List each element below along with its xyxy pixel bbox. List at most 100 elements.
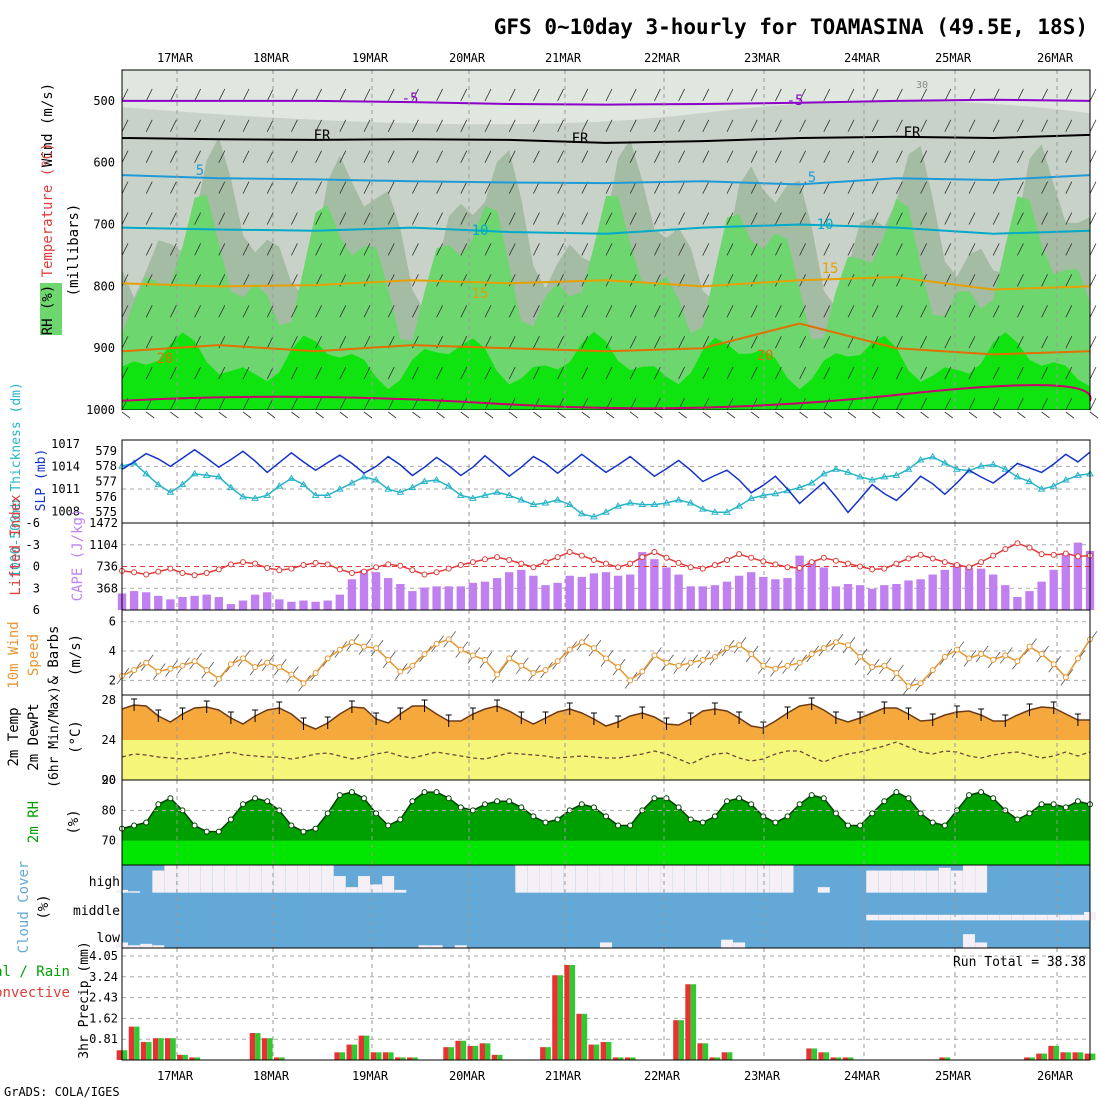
- thickness-line-point: [1037, 485, 1046, 492]
- wind-barb: [775, 274, 782, 287]
- precip-total-bar: [273, 1057, 280, 1060]
- rh2m-tick: 80: [102, 803, 116, 817]
- temp-tick: 20: [102, 773, 116, 787]
- wind-barb: [291, 88, 298, 102]
- wind-barb: [557, 212, 564, 225]
- wind-barb: [557, 397, 564, 411]
- surface-barb: [412, 411, 421, 419]
- cape-bar: [408, 591, 417, 610]
- thickness-line-point: [311, 491, 320, 498]
- contour-label: 10: [817, 217, 834, 233]
- wind-barb: [823, 119, 831, 132]
- li-tick: 3: [33, 581, 40, 595]
- thickness-line-point: [844, 468, 852, 475]
- rh2m-line-point: [748, 801, 755, 808]
- wind-barb: [896, 212, 903, 225]
- thickness-line-point: [614, 502, 622, 509]
- cloud-cell: [454, 945, 467, 948]
- li-line-point: [687, 564, 694, 571]
- wind-barb: [605, 88, 613, 102]
- li-line-point: [530, 564, 537, 571]
- wind-barb: [484, 181, 492, 194]
- cape-bar: [420, 587, 429, 610]
- wind-barb: [170, 150, 177, 163]
- wind-barb: [1041, 366, 1048, 380]
- wind-barb: [266, 212, 274, 225]
- label-pressure: (millibars): [66, 204, 82, 297]
- rh2m-line-point: [264, 798, 271, 805]
- slp-tick: 1017: [51, 437, 80, 451]
- thickness-line-point: [505, 491, 514, 498]
- wind-speed-line-point: [554, 658, 561, 665]
- wind-barb: [484, 336, 492, 349]
- cape-bar: [1073, 542, 1083, 610]
- precip-total-bar: [189, 1057, 195, 1060]
- contour-label: -5: [402, 91, 419, 107]
- wind-barb: [218, 305, 226, 318]
- wind-barb: [1017, 88, 1024, 102]
- precip-rain-bar: [823, 1052, 830, 1060]
- thickness-line-point: [541, 499, 550, 506]
- label-thickness: 1000-500mb Thickness (dm): [9, 382, 24, 578]
- wind-barb: [775, 336, 782, 349]
- top-date-label: 25MAR: [935, 51, 972, 65]
- cloud-cell: [975, 865, 988, 893]
- wind-barb: [847, 336, 855, 349]
- rh2m-line-point: [494, 798, 501, 805]
- bottom-date-label: 20MAR: [449, 1069, 486, 1083]
- wind-tick: 4: [109, 644, 116, 658]
- thickness-line-point: [517, 495, 526, 503]
- contour-label: -5: [787, 93, 804, 109]
- surface-barb: [363, 411, 373, 419]
- wind-barb: [799, 366, 806, 380]
- wind-speed-line-point: [348, 639, 355, 646]
- label-convective: Convective: [0, 985, 70, 1001]
- wind-barb: [847, 305, 855, 318]
- wind-barb: [799, 305, 806, 318]
- wind-speed-line-point: [772, 665, 779, 672]
- wind-barb: [726, 243, 734, 256]
- wind-barb: [968, 243, 976, 256]
- wind-barb: [847, 212, 855, 225]
- wind-barb: [871, 243, 879, 256]
- wind-barb: [291, 181, 298, 194]
- wind-barb: [1017, 397, 1024, 411]
- wind-barb: [460, 366, 468, 380]
- cloud-tick: high: [89, 875, 120, 890]
- cape-bar: [565, 575, 574, 610]
- cape-bar: [964, 567, 974, 610]
- wind-barb: [242, 397, 250, 411]
- rh2m-line-point: [131, 822, 138, 829]
- rh2m-line-point: [1026, 810, 1033, 817]
- cape-bar: [940, 569, 949, 610]
- wind-barb: [557, 119, 564, 132]
- cloud-cell: [890, 870, 903, 893]
- wind-speed-line-point: [288, 671, 295, 678]
- wind-speed-line-point: [966, 655, 972, 662]
- wind-barb: [581, 243, 589, 256]
- li-line-point: [131, 569, 138, 576]
- wind-speed-line-point: [663, 659, 670, 666]
- wind-speed-line-point: [736, 642, 743, 649]
- wind-barb: [581, 119, 589, 132]
- wind-barb: [750, 243, 758, 256]
- precip-rain-bar: [412, 1057, 418, 1060]
- wind-barb: [702, 88, 710, 102]
- label-minmax: (6hr Min/Max): [47, 686, 62, 788]
- wind-barb: [726, 305, 734, 318]
- cloud-cell: [575, 865, 588, 893]
- wind-barb: [339, 305, 347, 318]
- precip-rain-bar: [714, 1057, 721, 1060]
- wind-barb: [654, 336, 661, 349]
- cape-bar: [734, 575, 744, 610]
- wind-barb: [339, 397, 347, 411]
- wind-barb: [557, 366, 564, 380]
- wind-barb: [1065, 366, 1073, 380]
- precip-rain-bar: [557, 975, 563, 1060]
- wind-barb: [992, 336, 1000, 349]
- wind-barb: [944, 150, 952, 163]
- wind-barb: [920, 366, 927, 380]
- cloud-cell: [1047, 914, 1060, 921]
- wind-speed-line-point: [276, 664, 283, 671]
- cloud-cell: [866, 914, 879, 921]
